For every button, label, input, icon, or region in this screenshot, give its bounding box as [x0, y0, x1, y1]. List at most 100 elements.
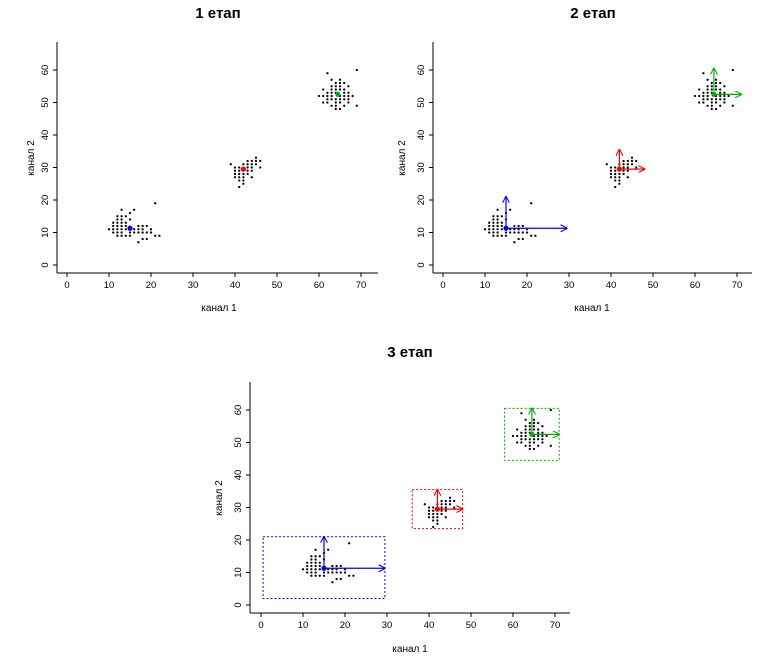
data-point: [343, 571, 347, 574]
data-point: [120, 208, 123, 211]
data-point: [517, 224, 520, 228]
data-point: [444, 503, 447, 506]
data-point: [537, 444, 540, 447]
data-point: [444, 516, 447, 519]
x-tick-label: 20: [522, 280, 533, 291]
data-point: [702, 94, 705, 98]
data-point: [254, 159, 258, 163]
data-point: [238, 185, 241, 189]
data-point: [723, 85, 726, 88]
data-point: [719, 91, 722, 94]
data-point: [537, 431, 540, 434]
data-point: [436, 519, 439, 522]
data-point: [137, 224, 140, 228]
data-point: [128, 218, 132, 221]
data-point: [496, 234, 499, 237]
y-tick-label: 20: [40, 195, 51, 206]
data-point: [537, 428, 540, 431]
data-point: [322, 88, 325, 91]
data-point: [635, 166, 638, 169]
data-point: [444, 509, 447, 512]
data-point: [509, 231, 512, 234]
y-tick-label: 60: [233, 405, 244, 416]
y-tick-label: 30: [416, 162, 427, 173]
data-point: [614, 176, 617, 179]
x-tick-label: 10: [298, 620, 309, 631]
data-point: [618, 172, 621, 176]
data-point: [622, 172, 625, 176]
data-point: [246, 166, 249, 169]
y-tick-label: 40: [416, 130, 427, 141]
data-point: [238, 176, 241, 179]
data-point: [326, 91, 329, 94]
data-point: [128, 234, 132, 237]
data-point: [301, 568, 305, 571]
data-point: [246, 172, 249, 176]
data-point: [440, 503, 443, 506]
data-point: [427, 516, 431, 519]
data-point: [609, 169, 613, 172]
data-point: [513, 224, 516, 228]
data-point: [116, 224, 119, 228]
data-point: [432, 525, 435, 529]
data-point: [238, 166, 241, 169]
data-point: [541, 431, 544, 434]
data-point: [141, 237, 144, 241]
data-point: [347, 85, 350, 88]
data-point: [334, 101, 337, 104]
data-point: [347, 91, 350, 94]
data-point: [622, 159, 625, 163]
x-tick-label: 60: [314, 280, 325, 291]
panel-2-xlabel: канал 1: [574, 303, 610, 314]
data-point: [492, 218, 495, 221]
x-tick-label: 50: [466, 620, 477, 631]
data-point: [532, 428, 536, 431]
data-point: [339, 577, 342, 581]
data-point: [124, 221, 127, 224]
data-point: [137, 231, 140, 234]
x-tick-label: 40: [424, 620, 435, 631]
y-tick-label: 20: [233, 535, 244, 546]
data-point: [326, 72, 329, 75]
data-point: [233, 172, 237, 176]
data-point: [314, 564, 317, 568]
data-point: [541, 434, 544, 438]
data-point: [719, 81, 722, 85]
data-point: [120, 234, 123, 237]
data-point: [710, 101, 713, 104]
data-point: [504, 231, 508, 234]
data-point: [511, 434, 515, 438]
data-point: [714, 81, 718, 85]
data-point: [317, 94, 321, 98]
data-point: [714, 85, 718, 88]
data-point: [440, 506, 443, 509]
data-point: [492, 234, 495, 237]
data-point: [254, 163, 258, 166]
y-tick-label: 30: [233, 502, 244, 513]
data-point: [120, 218, 123, 221]
data-point: [614, 179, 617, 182]
data-point: [242, 176, 245, 179]
data-point: [714, 88, 718, 91]
x-tick-label: 30: [382, 620, 393, 631]
data-point: [626, 163, 629, 166]
data-point: [714, 107, 718, 111]
data-point: [322, 101, 325, 104]
data-point: [496, 208, 499, 211]
y-tick-label: 30: [40, 162, 51, 173]
x-tick-label: 0: [64, 280, 69, 291]
data-point: [723, 101, 726, 104]
data-point: [116, 234, 119, 237]
data-point: [528, 444, 531, 447]
data-point: [343, 88, 346, 91]
y-tick-label: 40: [40, 130, 51, 141]
y-tick-label: 50: [40, 97, 51, 108]
data-point: [618, 182, 621, 185]
data-point: [710, 85, 713, 88]
data-point: [541, 425, 544, 428]
data-point: [107, 228, 111, 231]
data-point: [714, 98, 718, 101]
data-point: [440, 499, 443, 503]
y-tick-label: 10: [233, 567, 244, 578]
data-point: [520, 431, 523, 434]
